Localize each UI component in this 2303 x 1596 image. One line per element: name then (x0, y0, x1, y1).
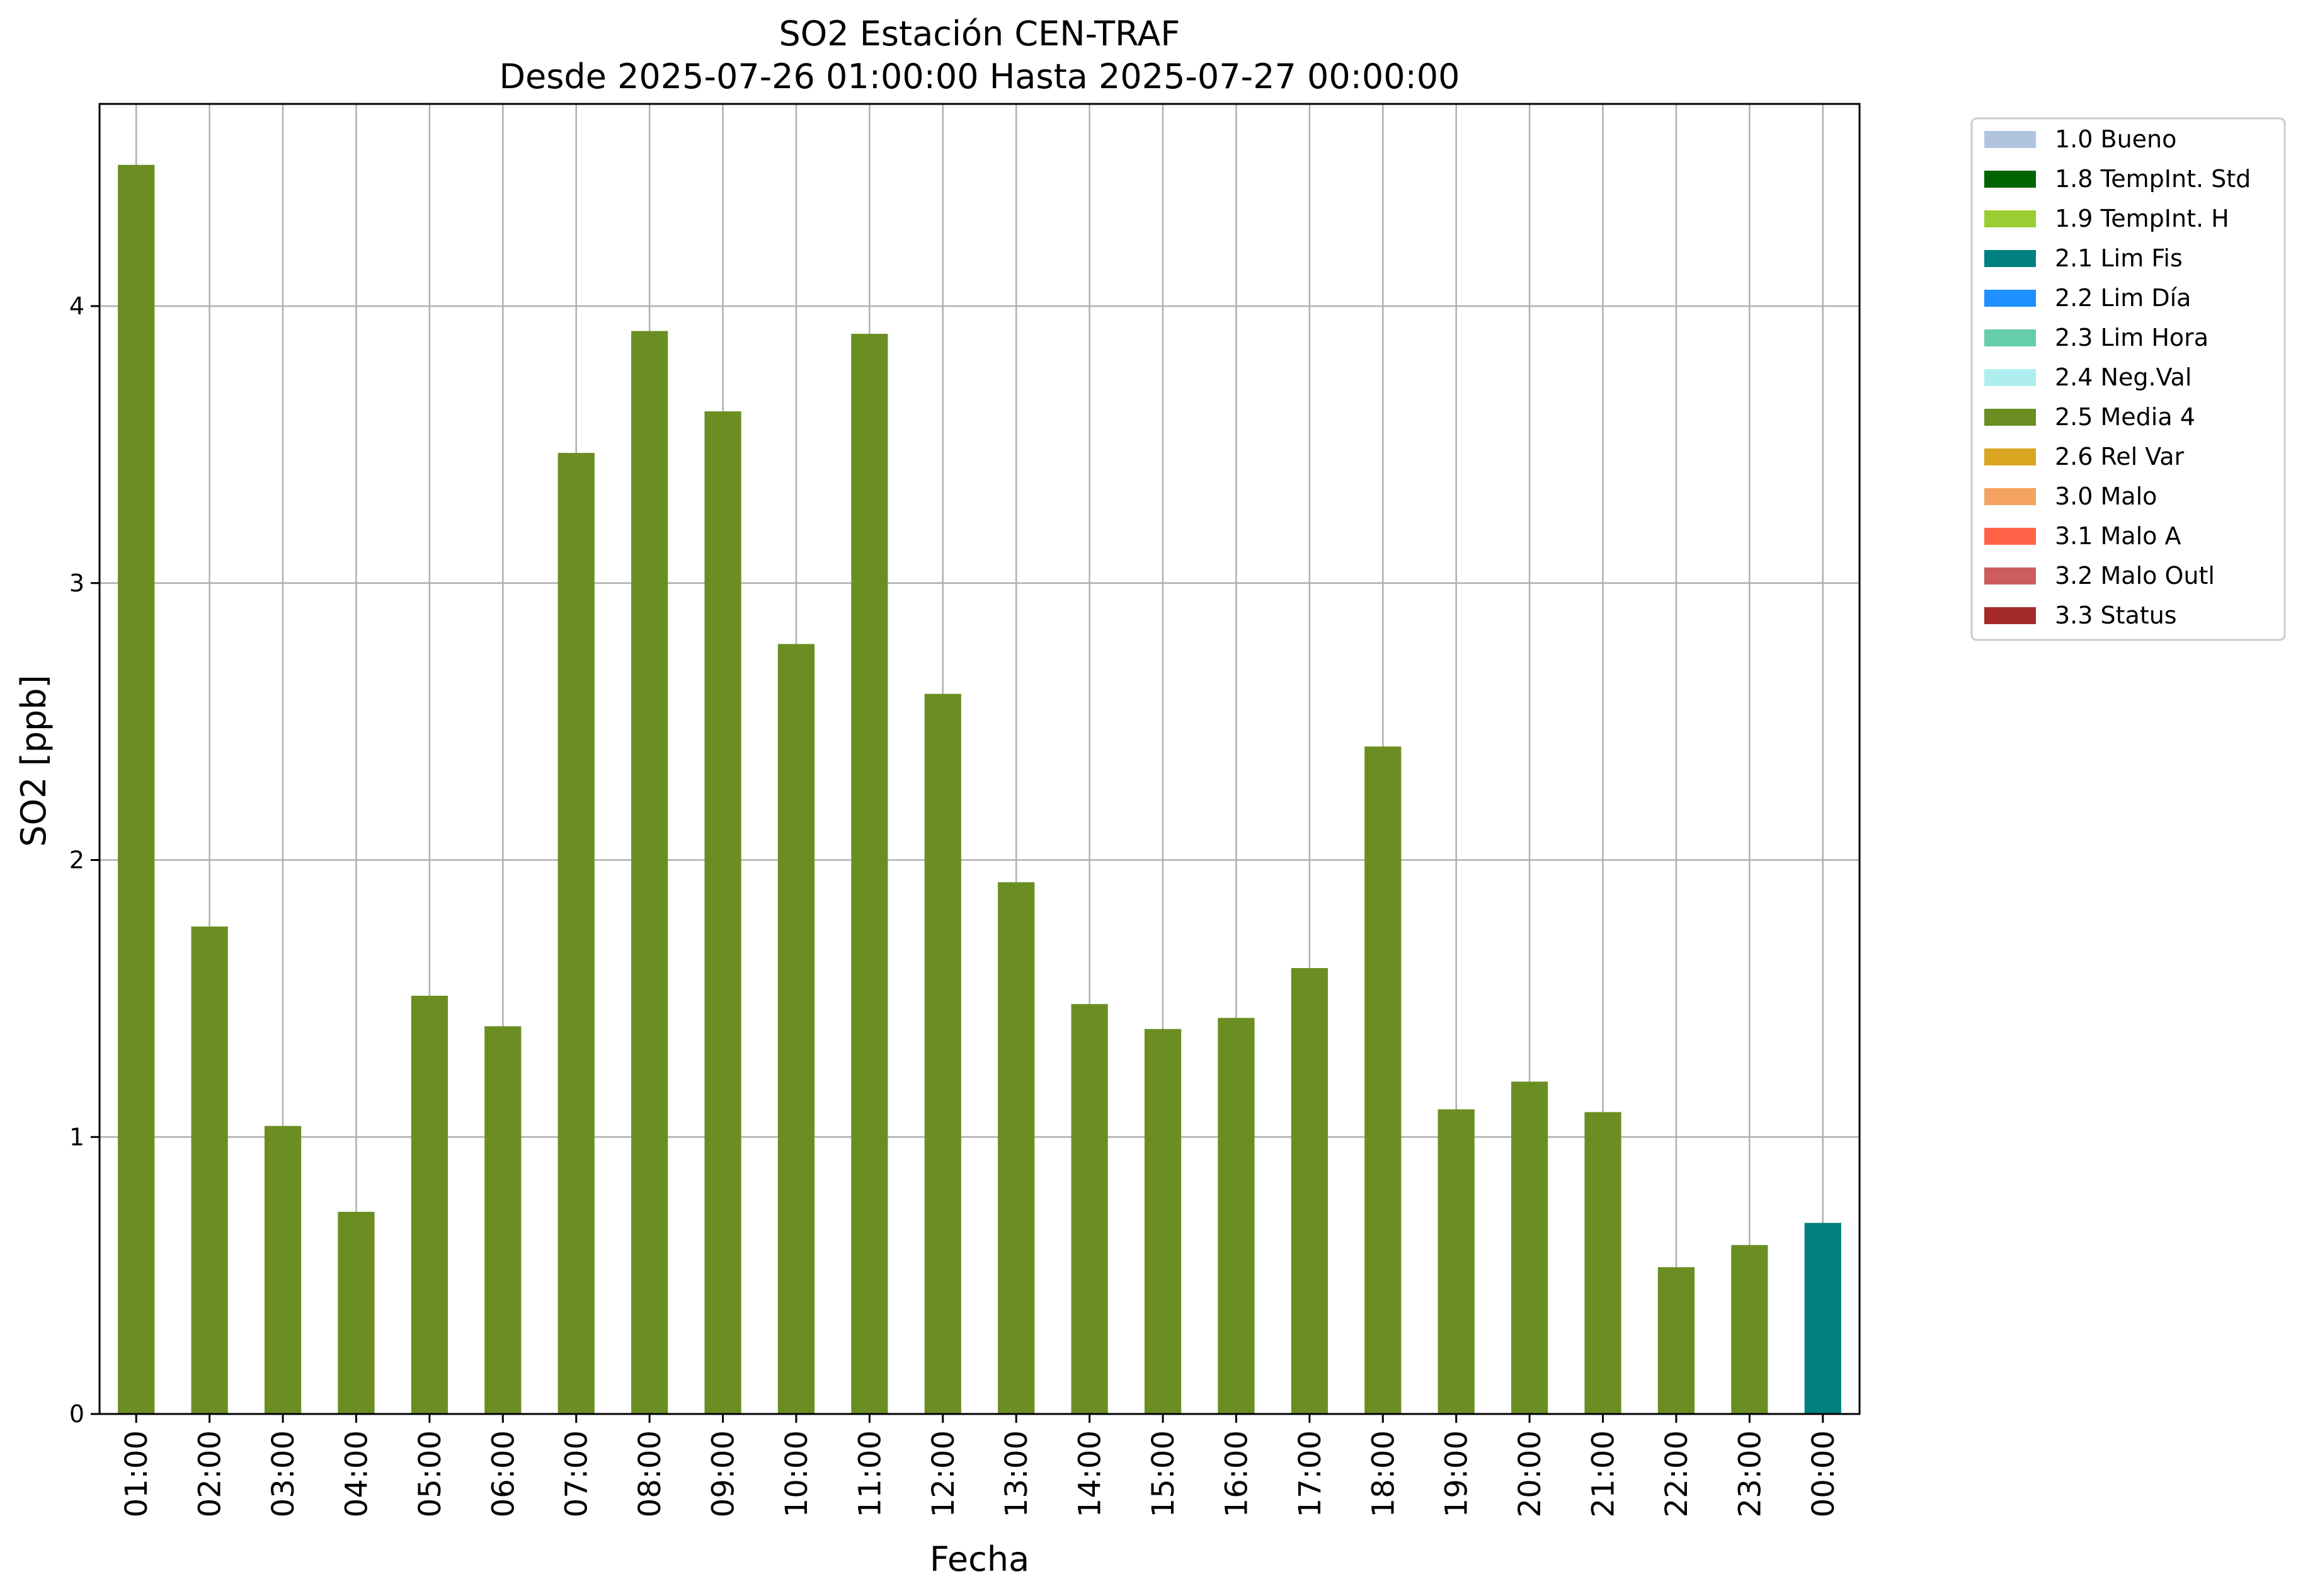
legend-swatch (1984, 329, 2036, 346)
legend-label: 3.0 Malo (2055, 482, 2157, 510)
bar-2300 (1731, 1245, 1768, 1414)
x-tick-label: 00:00 (1806, 1430, 1841, 1517)
y-tick-label: 1 (69, 1123, 84, 1151)
bar-0500 (411, 995, 448, 1414)
x-tick-label: 11:00 (852, 1430, 888, 1517)
x-tick-label: 01:00 (119, 1430, 154, 1517)
x-tick-label: 07:00 (559, 1430, 595, 1517)
legend: 1.0 Bueno 1.8 TempInt. Std 1.9 TempInt. H 2… (1970, 117, 2286, 641)
bar-0800 (631, 331, 668, 1414)
bar-0100 (118, 164, 155, 1415)
bar-2100 (1584, 1112, 1621, 1414)
legend-label: 2.5 Media 4 (2055, 403, 2195, 431)
legend-swatch (1984, 250, 2036, 267)
bar-1900 (1437, 1109, 1475, 1414)
bar-1500 (1144, 1029, 1182, 1414)
bar-0700 (557, 453, 595, 1414)
bar-0200 (191, 926, 228, 1414)
legend-label: 2.6 Rel Var (2055, 443, 2185, 470)
bar-2000 (1511, 1081, 1548, 1414)
plot-frame (98, 103, 1861, 1415)
bar-0000 (1804, 1223, 1841, 1414)
bar-1100 (851, 333, 888, 1414)
y-axis-label: SO2 [ppb] (14, 675, 54, 846)
x-tick-label: 10:00 (779, 1430, 814, 1517)
x-tick-label: 12:00 (926, 1430, 961, 1517)
bar-1400 (1071, 1004, 1108, 1414)
legend-label: 2.2 Lim Día (2055, 284, 2191, 312)
x-axis-label: Fecha (930, 1539, 1029, 1579)
legend-label: 1.8 TempInt. Std (2055, 165, 2251, 193)
y-tick-label: 4 (69, 292, 84, 320)
x-tick-label: 22:00 (1659, 1430, 1694, 1517)
legend-label: 1.9 TempInt. H (2055, 205, 2229, 232)
x-tick-label: 21:00 (1586, 1430, 1621, 1517)
x-tick-label: 06:00 (486, 1430, 521, 1517)
legend-label: 2.3 Lim Hora (2055, 324, 2209, 351)
legend-swatch (1984, 607, 2036, 624)
x-tick-label: 18:00 (1366, 1430, 1401, 1517)
legend-label: 3.3 Status (2055, 601, 2177, 629)
bar-1600 (1218, 1018, 1255, 1414)
chart-title: SO2 Estación CEN-TRAF (779, 14, 1180, 54)
legend-swatch (1984, 290, 2036, 307)
legend-label: 3.1 Malo A (2055, 522, 2181, 550)
bar-0400 (338, 1211, 375, 1414)
bar-1800 (1364, 746, 1402, 1414)
x-tick-label: 19:00 (1439, 1430, 1475, 1517)
legend-swatch (1984, 567, 2036, 584)
legend-label: 2.1 Lim Fis (2055, 244, 2183, 272)
x-tick-label: 15:00 (1146, 1430, 1181, 1517)
legend-swatch (1984, 171, 2036, 188)
y-axis-ticks: 0 1 2 3 4 (69, 292, 100, 1428)
legend-swatch (1984, 488, 2036, 505)
x-tick-label: 03:00 (266, 1430, 301, 1517)
x-tick-label: 09:00 (706, 1430, 741, 1517)
x-tick-label: 14:00 (1073, 1430, 1108, 1517)
bar-1000 (777, 644, 815, 1414)
x-tick-label: 02:00 (193, 1430, 228, 1517)
bar-1700 (1291, 968, 1328, 1414)
x-tick-label: 08:00 (632, 1430, 668, 1517)
x-tick-label: 05:00 (413, 1430, 448, 1517)
legend-swatch (1984, 448, 2036, 465)
bar-0600 (484, 1026, 522, 1414)
x-tick-label: 04:00 (339, 1430, 374, 1517)
x-tick-label: 13:00 (999, 1430, 1034, 1517)
legend-swatch (1984, 131, 2036, 148)
x-tick-label: 17:00 (1293, 1430, 1328, 1517)
x-tick-label: 23:00 (1732, 1430, 1768, 1517)
bar-1200 (924, 693, 961, 1414)
bar-2200 (1657, 1267, 1695, 1414)
legend-label: 1.0 Bueno (2055, 125, 2176, 153)
legend-swatch (1984, 369, 2036, 386)
x-tick-label: 20:00 (1512, 1430, 1548, 1517)
legend-swatch (1984, 409, 2036, 426)
y-tick-label: 3 (69, 569, 84, 597)
legend-label: 2.4 Neg.Val (2055, 363, 2192, 391)
bar-0300 (264, 1126, 302, 1414)
chart-subtitle: Desde 2025-07-26 01:00:00 Hasta 2025-07-… (499, 57, 1460, 96)
legend-swatch (1984, 528, 2036, 545)
y-tick-label: 0 (69, 1400, 84, 1428)
y-tick-label: 2 (69, 846, 84, 874)
x-tick-label: 16:00 (1219, 1430, 1254, 1517)
x-axis-ticks: 01:00 02:00 03:00 04:00 05:00 06:00 07:00 08:00… (119, 1414, 1841, 1517)
bar-1300 (998, 882, 1035, 1414)
legend-swatch (1984, 210, 2036, 227)
bars (118, 164, 1841, 1415)
bar-0900 (704, 411, 741, 1414)
legend-label: 3.2 Malo Outl (2055, 562, 2215, 590)
legend-frame (1970, 117, 2286, 641)
